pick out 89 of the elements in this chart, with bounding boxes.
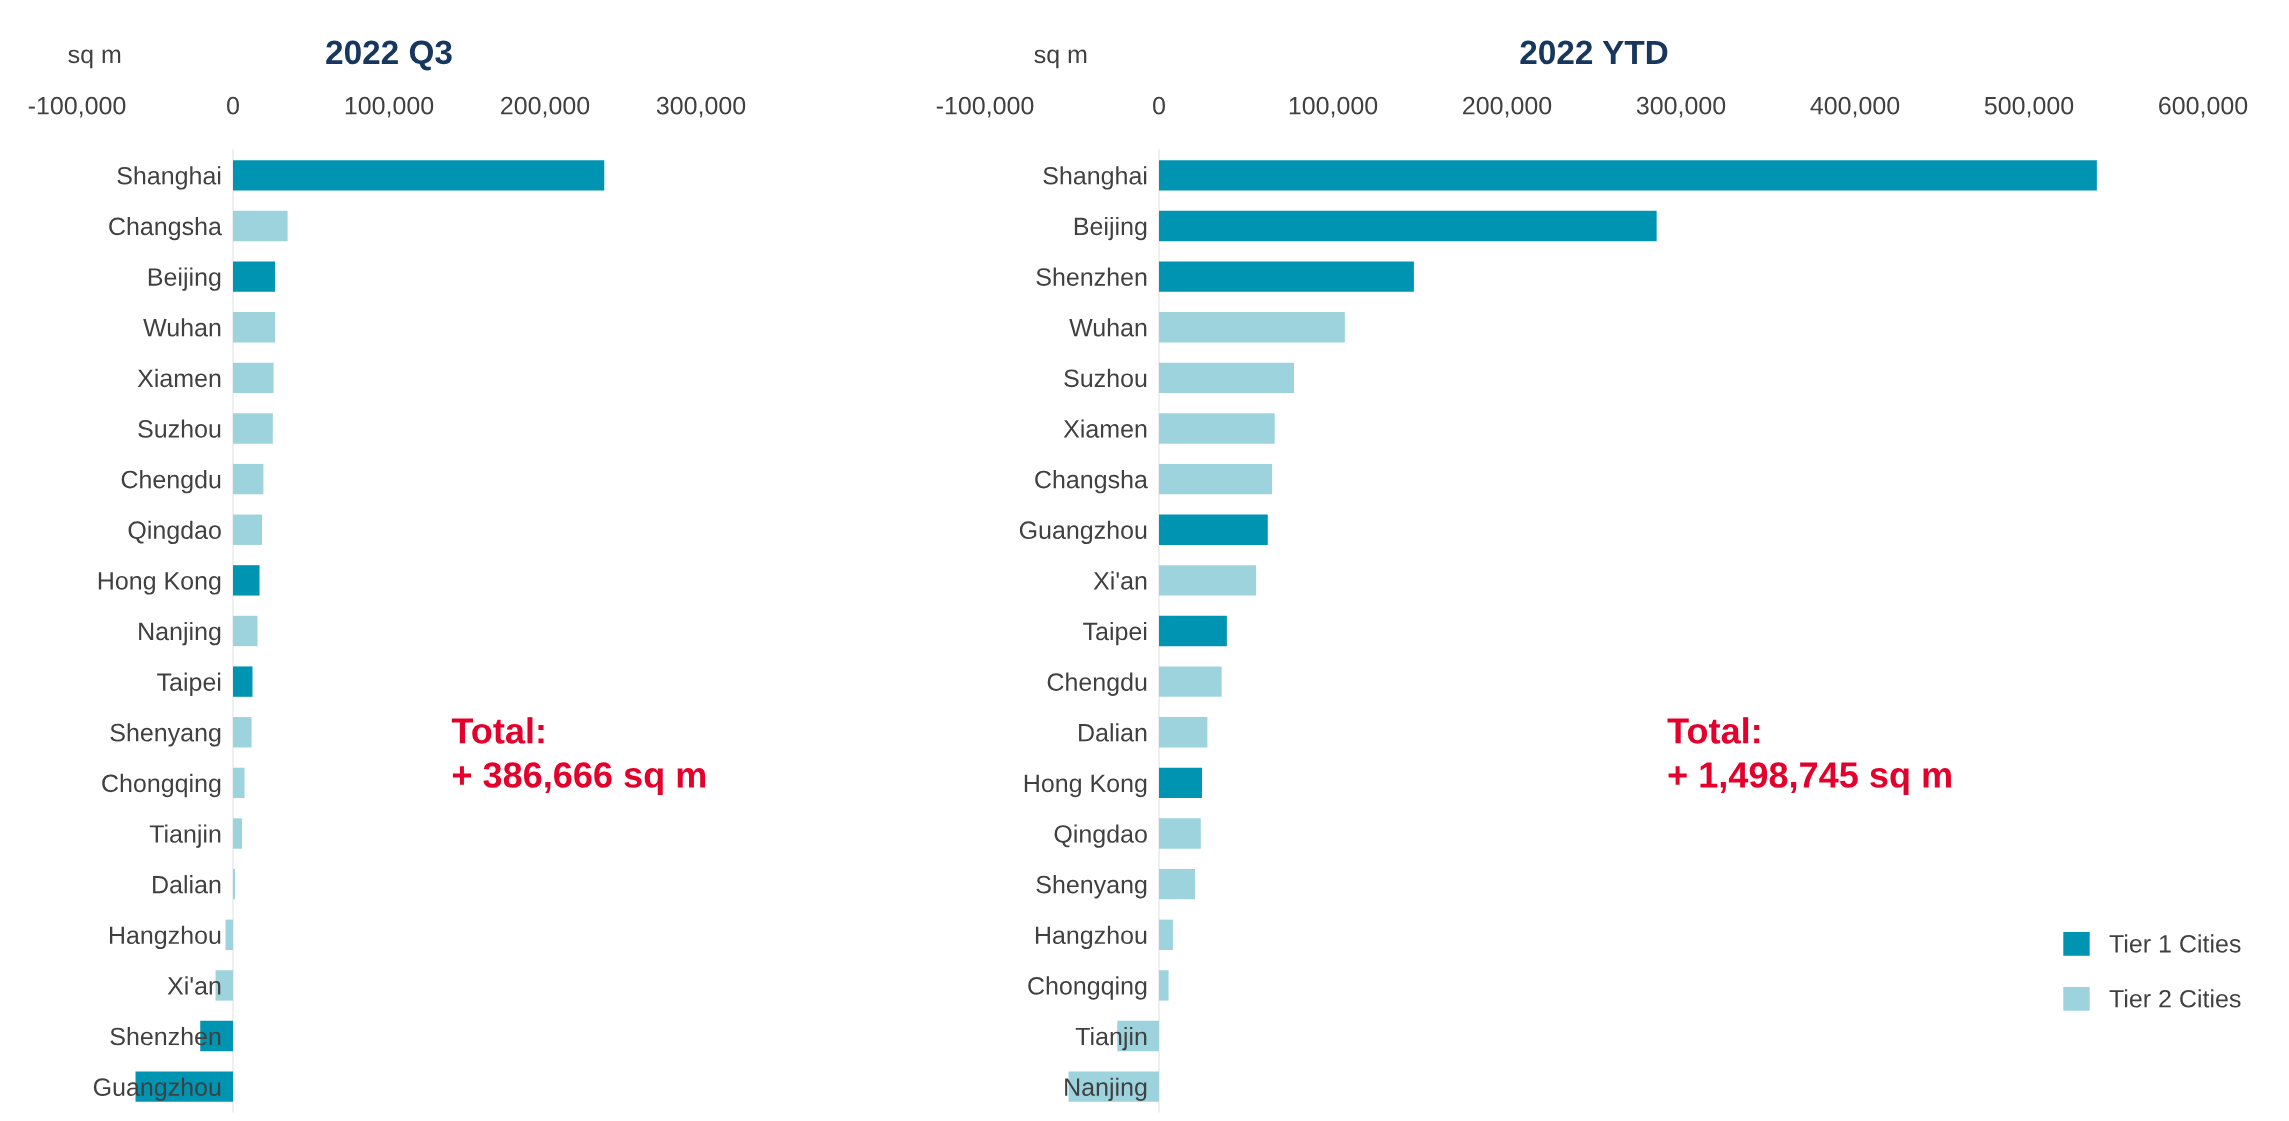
- y-tick-label: Wuhan: [1069, 318, 1147, 337]
- x-tick-label: 500,000: [1984, 96, 2074, 118]
- chart-title: 2022 Q3: [326, 40, 452, 71]
- y-tick-label: Qingdao: [128, 520, 221, 544]
- bar: [1159, 919, 1173, 950]
- y-tick-label: Xi'an: [167, 976, 221, 995]
- bar: [233, 767, 245, 799]
- bar: [1159, 818, 1201, 849]
- legend-label: Tier 2 Cities: [2109, 989, 2241, 1008]
- y-tick-label: Taipei: [157, 672, 221, 696]
- y-tick-label: Hong Kong: [1024, 774, 1147, 798]
- annotation: Total: + 1,498,745 sq m: [1667, 717, 1951, 795]
- y-tick-label: Wuhan: [143, 318, 221, 337]
- x-tick-label: 100,000: [345, 96, 434, 118]
- bar: [1159, 666, 1222, 697]
- bar: [233, 413, 273, 444]
- bar: [1159, 868, 1196, 900]
- y-tick-label: Beijing: [148, 267, 221, 291]
- y-tick-label: Hangzhou: [1035, 925, 1147, 950]
- bar: [1159, 261, 1414, 292]
- bar: [1159, 717, 1208, 748]
- bar: [1159, 514, 1268, 545]
- bar: [1159, 362, 1295, 394]
- bar: [233, 312, 276, 343]
- y-tick-label: Chongqing: [1028, 976, 1147, 1000]
- bar: [1159, 210, 1657, 242]
- y-tick-label: Changsha: [1035, 470, 1148, 494]
- y-tick-label: Suzhou: [1064, 368, 1147, 388]
- bar: [233, 362, 274, 394]
- y-tick-label: Hong Kong: [98, 572, 221, 595]
- bar: [233, 868, 236, 900]
- bar: [233, 666, 253, 697]
- x-axis-title: sq m: [68, 49, 121, 69]
- bar: [233, 514, 263, 545]
- y-tick-label: Chengdu: [1047, 672, 1147, 696]
- bar: [1159, 312, 1345, 343]
- y-tick-label: Shenyang: [1036, 875, 1147, 899]
- bar: [233, 160, 605, 191]
- bar: [1159, 970, 1169, 1001]
- x-tick-label: -100,000: [936, 96, 1034, 118]
- x-tick-label: 200,000: [1463, 96, 1552, 118]
- y-tick-label: Xi'an: [1093, 571, 1147, 590]
- y-tick-label: Guangzhou: [1019, 520, 1147, 544]
- legend-label: Tier 1 Cities: [2109, 934, 2241, 953]
- y-tick-label: Shanghai: [1043, 166, 1147, 190]
- x-tick-label: -100,000: [28, 96, 126, 118]
- bar: [1159, 615, 1227, 647]
- y-tick-label: Suzhou: [138, 419, 221, 438]
- y-tick-label: Changsha: [109, 216, 222, 241]
- x-tick-label: 0: [227, 96, 239, 115]
- chart-title: 2022 YTD: [1520, 40, 1668, 65]
- bar: [1159, 565, 1257, 596]
- x-tick-label: 0: [1153, 96, 1165, 115]
- y-tick-label: Qingdao: [1054, 824, 1147, 848]
- y-tick-label: Taipei: [1083, 621, 1147, 646]
- bar: [233, 261, 276, 292]
- y-tick-label: Xiamen: [1063, 419, 1147, 438]
- y-tick-label: Hangzhou: [109, 925, 221, 950]
- bar: [1159, 463, 1273, 495]
- bar: [233, 565, 260, 596]
- bar: [225, 919, 233, 950]
- bar: [233, 818, 243, 849]
- x-tick-label: 300,000: [656, 96, 746, 118]
- y-tick-label: Nanjing: [139, 621, 221, 646]
- y-tick-label: Dalian: [153, 875, 221, 894]
- y-tick-label: Tianjin: [149, 824, 221, 848]
- bar: [233, 717, 252, 748]
- y-tick-label: Chongqing: [102, 773, 221, 798]
- y-tick-label: Beijing: [1074, 216, 1147, 241]
- y-tick-label: Shenyang: [110, 723, 221, 747]
- x-tick-label: 300,000: [1636, 96, 1726, 118]
- x-tick-label: 100,000: [1289, 96, 1378, 118]
- y-tick-label: Shanghai: [117, 166, 221, 190]
- annotation: Total: + 386,666 sq m: [451, 717, 706, 795]
- x-tick-label: 600,000: [2159, 96, 2248, 118]
- y-tick-label: Shenzhen: [1036, 267, 1147, 286]
- x-tick-label: 200,000: [501, 96, 590, 118]
- bar: [1159, 160, 2097, 191]
- y-tick-label: Tianjin: [1075, 1026, 1147, 1051]
- bar: [1159, 413, 1275, 444]
- bar: [233, 210, 288, 242]
- bar: [1159, 767, 1202, 799]
- bar: [233, 615, 258, 647]
- x-tick-label: 400,000: [1810, 96, 1900, 118]
- x-axis-title: sq m: [1034, 49, 1087, 69]
- y-tick-label: Xiamen: [137, 368, 221, 388]
- y-tick-label: Dalian: [1079, 723, 1147, 742]
- y-tick-label: Chengdu: [121, 470, 221, 494]
- bar: [233, 463, 264, 495]
